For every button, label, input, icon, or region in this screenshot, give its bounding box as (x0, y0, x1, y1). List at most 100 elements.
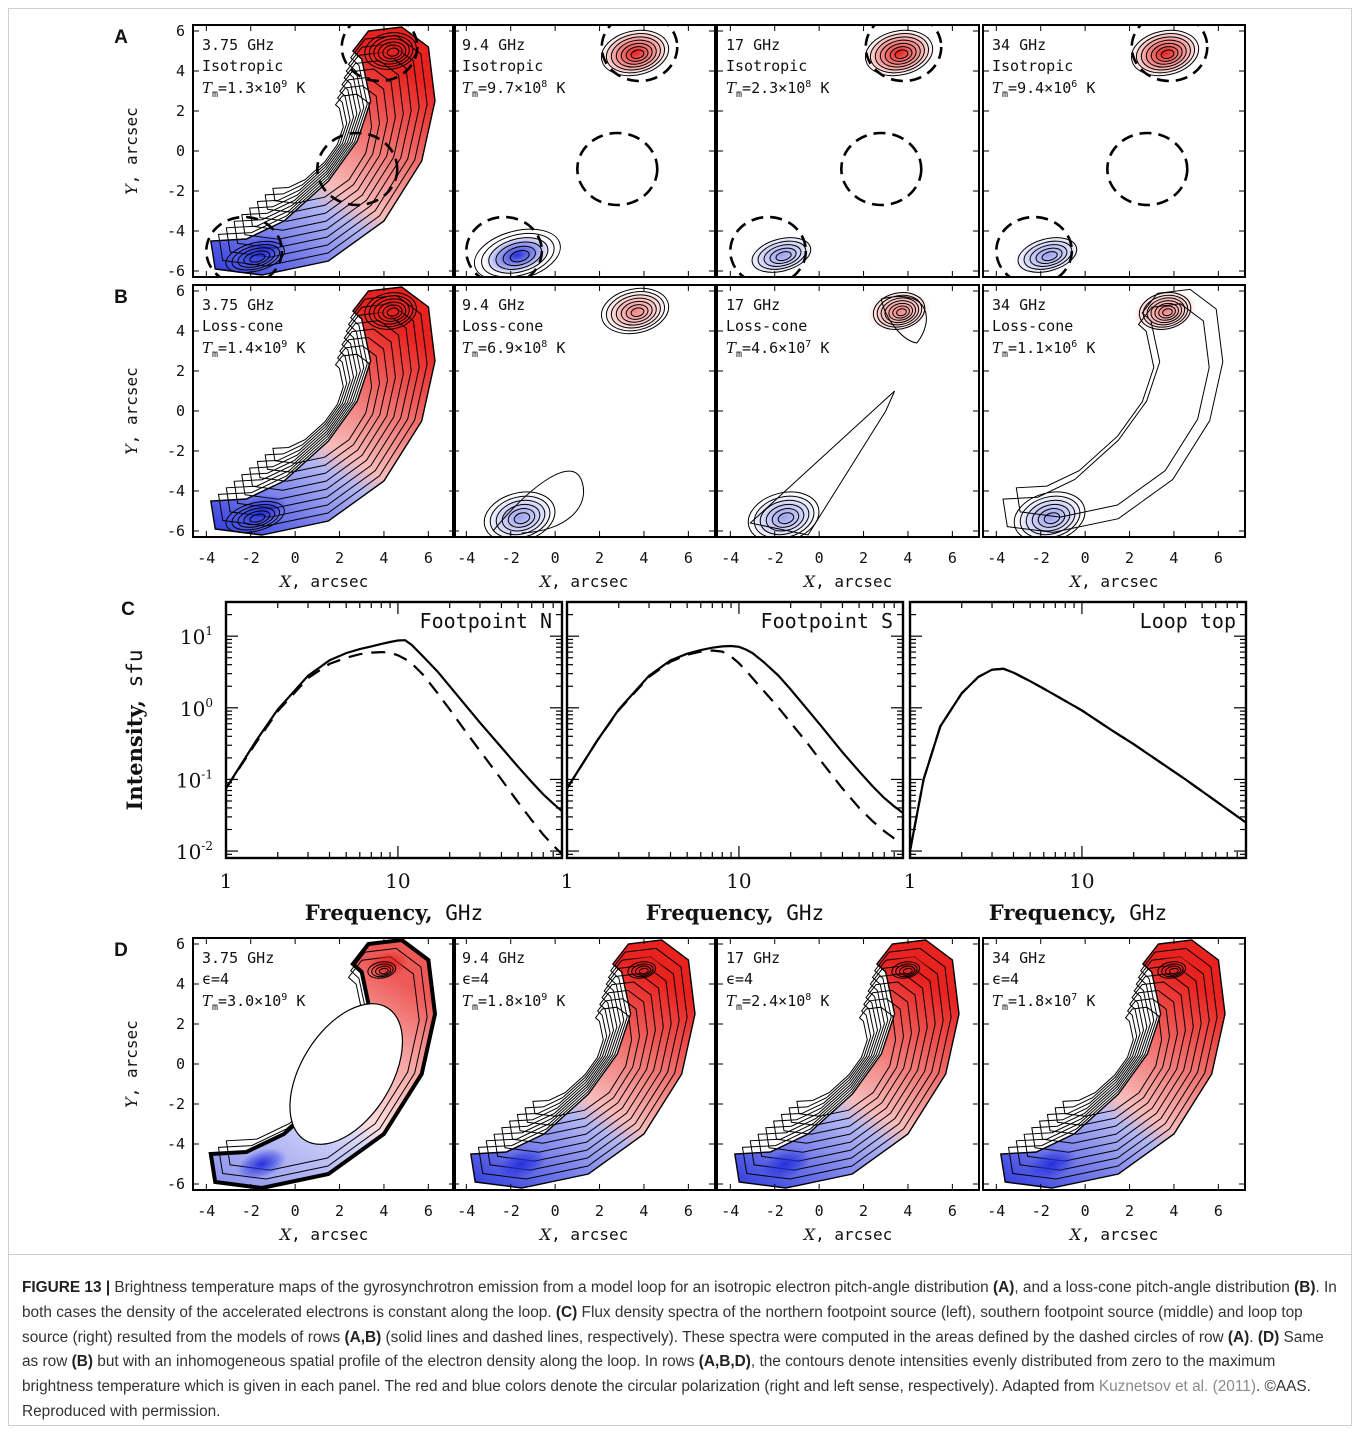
x-tick-label: -2 (766, 1202, 784, 1220)
spectra-y-tick-label: 100 (180, 696, 213, 721)
panel-frequency: 9.4 GHz (462, 296, 525, 314)
blue-core (236, 1148, 287, 1180)
y-axis-label: Y, arcsec (122, 107, 141, 195)
hotspot-contour (373, 298, 410, 325)
x-tick-label: -4 (197, 549, 215, 567)
panel-distribution: ϵ=4 (202, 970, 229, 988)
x-axis-label: X, arcsec (538, 572, 628, 591)
source-contour (1017, 237, 1078, 273)
x-tick-label: 2 (335, 1202, 344, 1220)
panel-frequency: 9.4 GHz (462, 949, 525, 967)
source-contour (751, 237, 812, 273)
source-contour (889, 46, 913, 62)
source-contour (501, 503, 541, 532)
panel-distribution: ϵ=4 (462, 970, 489, 988)
map-panel: 3.75 GHz ϵ=4 Tm=3.0×109 K 6 4 2 0 -2 -4 -6 Y, arcs… (114, 935, 456, 1244)
panel-frequency: 34 GHz (992, 949, 1046, 967)
contour-line (1007, 947, 1218, 1180)
loop-outline (999, 939, 1226, 1189)
source-contour (874, 36, 925, 71)
x-tick-label: -2 (1032, 549, 1050, 567)
source-contour (1138, 292, 1192, 330)
blue-source (486, 493, 553, 537)
caption-text: . In both cases the density of the accel… (22, 1279, 1337, 1321)
x-axis-label: X, arcsec (802, 572, 892, 591)
x-tick-label: 4 (639, 549, 648, 567)
source-contour (507, 508, 536, 528)
contour-line (788, 998, 905, 1126)
spectra-y-tick-label: 101 (180, 624, 213, 649)
spectra-y-tick-label: 10-2 (176, 839, 213, 864)
source-contour (1150, 42, 1183, 65)
panel-distribution: Loss-cone (202, 317, 283, 335)
hotspot-contour (377, 301, 407, 322)
loop-outline (209, 286, 436, 536)
x-tick-label: -2 (242, 549, 260, 567)
spectra-x-tick-label: 1 (904, 869, 917, 893)
source-region-circle (729, 215, 808, 277)
dashed-spectrum-line (908, 667, 1247, 852)
map-panel: 9.4 GHz ϵ=4 Tm=1.8×109 K -4 -2 0 2 4 6 X, arcsec (452, 937, 716, 1244)
contour-line (217, 294, 428, 527)
x-tick-label: 6 (424, 549, 433, 567)
map-panel: 9.4 GHz Loss-cone Tm=6.9×108 K -4 -2 0 2 4 6 X, a… (452, 284, 716, 591)
x-tick-label: 6 (1214, 1202, 1223, 1220)
source-contour (869, 33, 930, 74)
y-tick-label: 4 (176, 322, 185, 340)
hotspot-contour (377, 41, 407, 62)
caption-text: . (1249, 1328, 1258, 1346)
loop-outline (469, 939, 696, 1189)
y-axis-label: Y, arcsec (122, 1020, 141, 1108)
contour-line (264, 345, 381, 473)
source-region-circle (316, 131, 399, 207)
source-contour (879, 39, 921, 68)
citation-link[interactable]: Kuznetsov et al. (2011) (1098, 1378, 1256, 1396)
figure-frame (8, 8, 1352, 1426)
row-label: D (114, 940, 128, 961)
row-label: C (121, 599, 135, 620)
source-contour (771, 508, 800, 528)
panel-max-tb: Tm=6.9×108 K (462, 339, 565, 360)
contour-line (524, 998, 641, 1126)
source-region-circle (576, 131, 659, 207)
contour-line (225, 956, 420, 1171)
spectra-y-tick-label: 10-1 (176, 767, 213, 792)
contour-line (1046, 989, 1179, 1135)
hotspot-contour (225, 500, 285, 534)
spectra-x-label: Frequency, GHz (989, 900, 1167, 925)
x-axis-label: X, arcsec (1068, 1225, 1158, 1244)
caption-ref: (A,B,D) (698, 1353, 751, 1371)
contour-line (1015, 956, 1210, 1171)
map-content (995, 25, 1209, 277)
caption-ref: (A,B) (344, 1328, 382, 1346)
hotspot-contour (367, 961, 397, 979)
figure-label: FIGURE 13 | (22, 1279, 111, 1296)
source-contour (765, 503, 805, 532)
source-contour (495, 241, 543, 270)
source-contour (1146, 297, 1186, 326)
y-tick-label: 0 (176, 402, 185, 420)
blue-core (760, 1148, 811, 1180)
x-tick-label: 4 (903, 549, 912, 567)
loop-outline (208, 938, 438, 1190)
x-tick-label: 0 (291, 549, 300, 567)
contour-line (264, 85, 381, 213)
figure-13-graphic: 3.75 GHz Isotropic Tm=1.3×109 K 6 4 2 0 -2 -4 -6 Y… (114, 22, 1248, 1244)
figure-caption: FIGURE 13 | Brightness temperature maps … (22, 1276, 1338, 1425)
x-tick-label: 6 (684, 1202, 693, 1220)
source-region-circle (600, 25, 679, 83)
source-contour (473, 228, 561, 277)
map-panel: 17 GHz Loss-cone Tm=4.6×107 K -4 -2 0 2 4 6 X, ar… (716, 284, 980, 591)
source-contour (625, 304, 649, 320)
hotspot-contour (249, 253, 266, 263)
hotspot-contour (891, 961, 921, 979)
map-panel: 34 GHz Isotropic Tm=9.4×106 K (982, 24, 1246, 278)
contour-line (749, 956, 944, 1171)
contour-line (249, 328, 396, 491)
x-tick-label: 2 (335, 549, 344, 567)
source-contour (894, 49, 909, 60)
source-contour (872, 292, 926, 330)
hotspot-contour (243, 250, 271, 266)
spectra-y-label: Intensity, sfu (122, 649, 147, 810)
x-tick-label: 4 (903, 1202, 912, 1220)
